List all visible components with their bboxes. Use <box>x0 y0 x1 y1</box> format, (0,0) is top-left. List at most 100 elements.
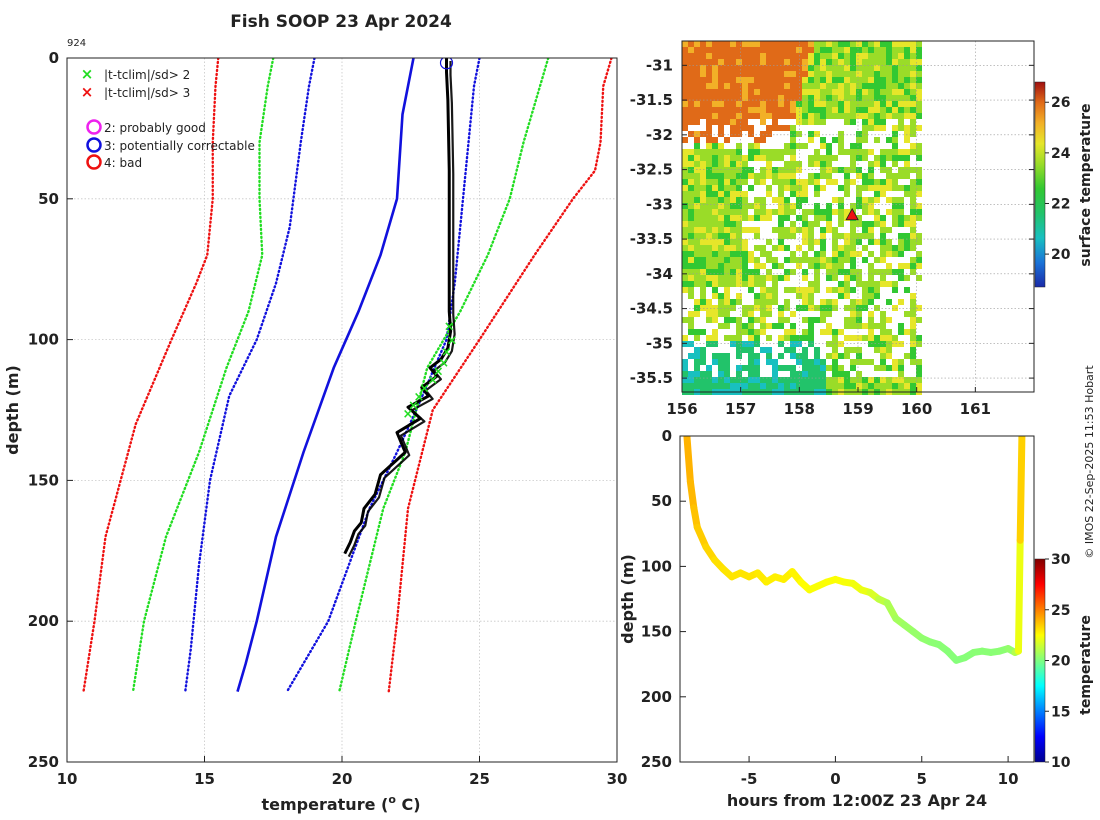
sst-cell <box>892 251 898 257</box>
sst-cell <box>712 215 718 221</box>
sst-cell <box>916 383 922 389</box>
sst-cell <box>682 269 688 275</box>
sst-cell <box>766 125 772 131</box>
sst-cell <box>790 179 796 185</box>
sst-cell <box>862 89 868 95</box>
sst-cell <box>910 185 916 191</box>
sst-cell <box>862 95 868 101</box>
sst-cell <box>850 287 856 293</box>
sst-cell <box>898 95 904 101</box>
sst-cell <box>874 41 880 47</box>
sst-cell <box>754 203 760 209</box>
sst-cell <box>694 71 700 77</box>
sst-cell <box>748 371 754 377</box>
sst-cell <box>820 359 826 365</box>
sst-cell <box>700 155 706 161</box>
sst-cell <box>760 59 766 65</box>
sst-cell <box>778 59 784 65</box>
sst-cell <box>808 329 814 335</box>
sst-cell <box>682 275 688 281</box>
sst-cell <box>862 107 868 113</box>
sst-cell <box>916 257 922 263</box>
sst-cell <box>772 263 778 269</box>
sst-cell <box>706 305 712 311</box>
sst-cell <box>808 227 814 233</box>
sst-cell <box>760 215 766 221</box>
sst-cell <box>754 71 760 77</box>
temperature-colorbar-tick-label: 25 <box>1051 603 1070 619</box>
sst-cell <box>832 107 838 113</box>
temperature-colorbar <box>1034 558 1046 763</box>
sst-cell <box>682 251 688 257</box>
sst-cell <box>718 89 724 95</box>
sst-cell <box>736 167 742 173</box>
sst-cell <box>880 341 886 347</box>
sst-cell <box>706 221 712 227</box>
sst-cell <box>814 221 820 227</box>
time-depth-track <box>683 436 1026 664</box>
sst-cell <box>772 227 778 233</box>
sst-cell <box>886 329 892 335</box>
sst-cell <box>892 143 898 149</box>
sst-cell <box>760 293 766 299</box>
sst-cell <box>778 227 784 233</box>
sst-cell <box>802 353 808 359</box>
sst-cell <box>844 95 850 101</box>
sst-cell <box>778 41 784 47</box>
sst-cell <box>862 101 868 107</box>
sst-cell <box>784 347 790 353</box>
sst-cell <box>790 77 796 83</box>
sst-cell <box>790 149 796 155</box>
sst-cell <box>826 149 832 155</box>
sst-cell <box>826 257 832 263</box>
sst-cell <box>712 173 718 179</box>
sst-cell <box>724 263 730 269</box>
sst-cell <box>838 251 844 257</box>
sst-cell <box>682 83 688 89</box>
sst-cell <box>724 65 730 71</box>
sst-cell <box>904 89 910 95</box>
sst-cell <box>700 209 706 215</box>
sst-cell <box>892 107 898 113</box>
sst-cell <box>730 83 736 89</box>
sst-cell <box>718 233 724 239</box>
sst-cell <box>784 269 790 275</box>
sst-cell <box>778 197 784 203</box>
sst-cell <box>694 95 700 101</box>
sst-cell <box>766 107 772 113</box>
sst-cell <box>868 221 874 227</box>
sst-cell <box>844 281 850 287</box>
sst-cell <box>910 227 916 233</box>
sst-cell <box>862 59 868 65</box>
sst-cell <box>736 269 742 275</box>
sst-cell <box>688 317 694 323</box>
sst-cell <box>784 149 790 155</box>
sst-cell <box>760 251 766 257</box>
sst-cell <box>886 149 892 155</box>
sst-cell <box>802 179 808 185</box>
sst-cell <box>742 95 748 101</box>
sst-cell <box>748 257 754 263</box>
sst-cell <box>910 215 916 221</box>
sst-cell <box>706 245 712 251</box>
sst-cell <box>760 47 766 53</box>
sst-cell <box>748 113 754 119</box>
sst-cell <box>736 185 742 191</box>
map-y-tick-label: -35 <box>646 334 673 352</box>
sst-cell <box>850 275 856 281</box>
sst-cell <box>880 149 886 155</box>
sst-cell <box>748 125 754 131</box>
sst-cell <box>748 53 754 59</box>
sst-cell <box>856 131 862 137</box>
sst-cell <box>802 53 808 59</box>
sst-cell <box>760 119 766 125</box>
sst-cell <box>880 383 886 389</box>
sst-cell <box>850 101 856 107</box>
sst-cell <box>904 77 910 83</box>
sst-cell <box>682 383 688 389</box>
sst-cell <box>874 269 880 275</box>
profile-grid <box>66 57 618 763</box>
sst-cell <box>760 311 766 317</box>
sst-cell <box>700 359 706 365</box>
sst-cell <box>862 53 868 59</box>
